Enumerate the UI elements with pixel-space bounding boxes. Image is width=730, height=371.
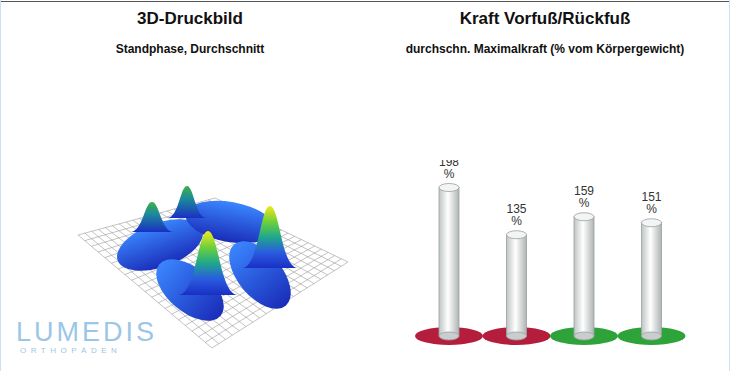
html-text:3D-Druckbild: 3D-Druckbild — [137, 9, 243, 28]
svg-text:159%: 159% — [574, 184, 594, 210]
html-text:Kraft Vorfuß/Rückfuß: Kraft Vorfuß/Rückfuß — [459, 9, 631, 28]
html-text:Standphase, Durchschnitt: Standphase, Durchschnitt — [115, 42, 265, 56]
svg-text:198%: 198% — [439, 160, 459, 181]
html-text:LUMEDIS: LUMEDIS — [16, 317, 157, 347]
html-text:durchschn. Maximalkraft (% vom: durchschn. Maximalkraft (% vom Körpergew… — [405, 42, 685, 56]
svg-text:135%: 135% — [506, 202, 526, 228]
svg-text:151%: 151% — [641, 190, 661, 216]
html-text:ORTHOPÄDEN: ORTHOPÄDEN — [20, 346, 122, 355]
